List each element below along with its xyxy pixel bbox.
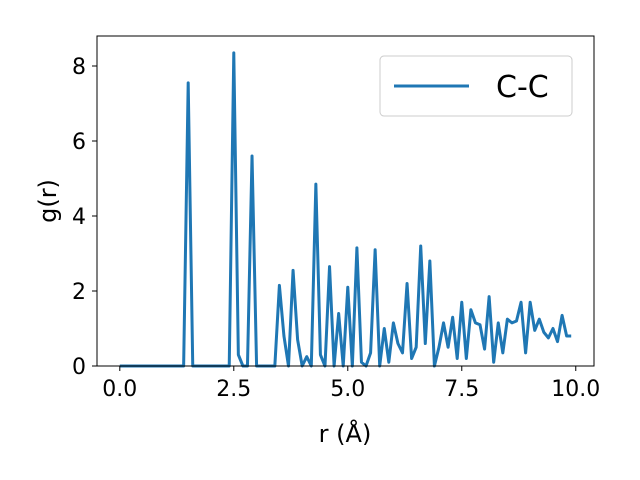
y-axis-label: g(r): [34, 179, 62, 223]
y-tick-label: 2: [72, 280, 86, 305]
x-tick-label: 0.0: [102, 377, 137, 402]
y-tick-label: 4: [72, 205, 86, 230]
plot-frame: [96, 35, 595, 367]
x-tick-label: 10.0: [551, 377, 600, 402]
legend-label-c-c: C-C: [496, 70, 549, 105]
x-axis-label: r (Å): [319, 419, 372, 448]
x-tick-label: 2.5: [216, 377, 251, 402]
x-tick-label: 7.5: [444, 377, 479, 402]
y-tick-label: 8: [72, 55, 86, 80]
legend: C-C: [379, 55, 573, 117]
legend-frame: [379, 55, 573, 117]
x-tick-label: 5.0: [330, 377, 365, 402]
y-tick-label: 0: [72, 355, 86, 380]
y-tick-label: 6: [72, 130, 86, 155]
